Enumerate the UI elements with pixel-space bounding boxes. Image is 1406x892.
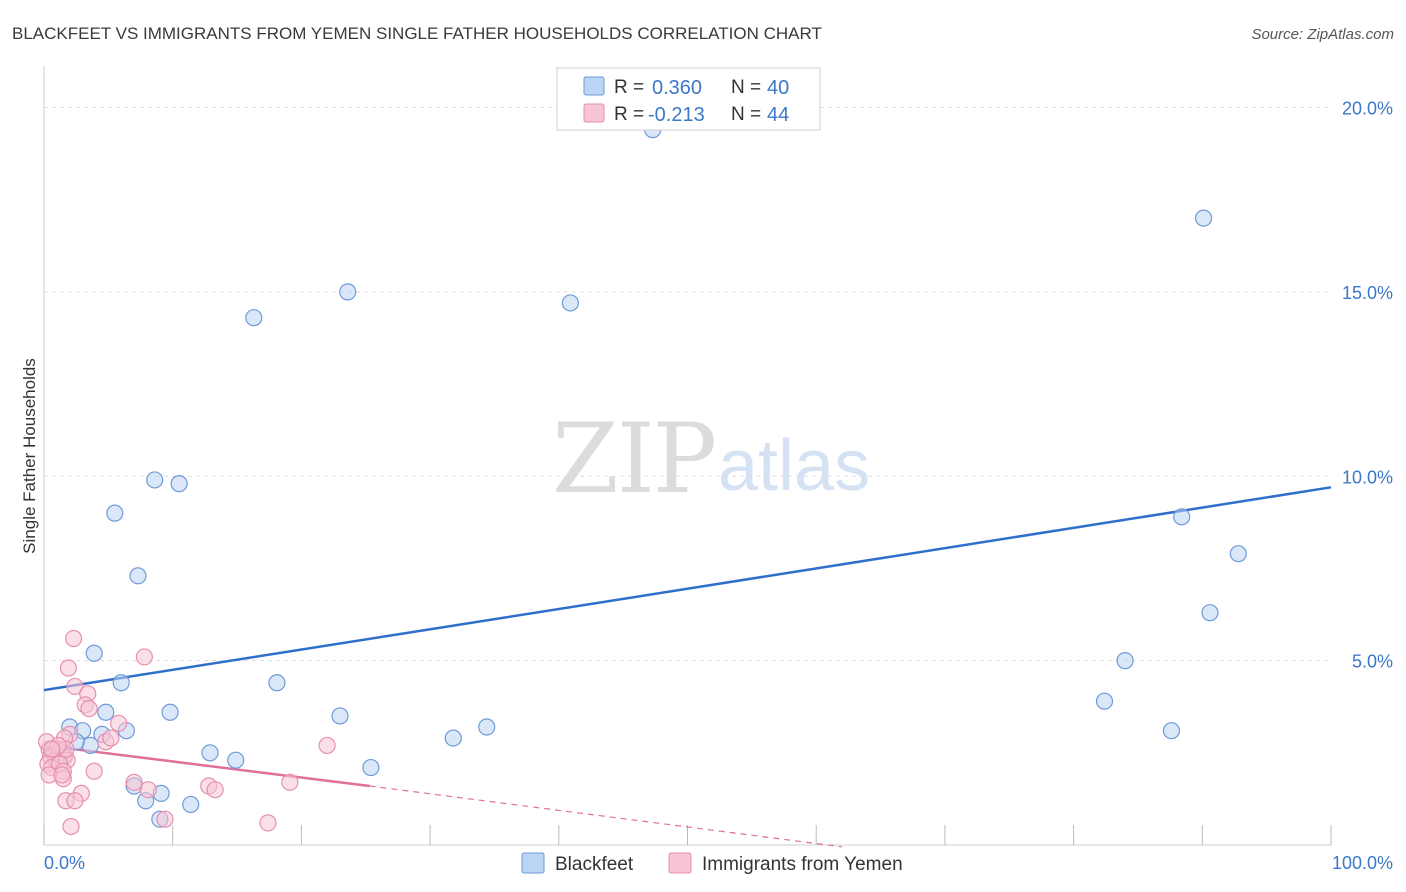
point-yemen [59, 659, 78, 677]
axes [43, 66, 1332, 846]
point-blackfeet [561, 294, 579, 312]
point-blackfeet [182, 795, 200, 814]
point-blackfeet [146, 471, 164, 489]
point-yemen [259, 814, 277, 832]
point-blackfeet [245, 309, 263, 327]
point-blackfeet [1116, 652, 1134, 670]
trend-line-blackfeet [43, 486, 1332, 692]
point-blackfeet [339, 283, 357, 301]
point-yemen [62, 817, 80, 836]
point-yemen [206, 781, 224, 799]
legend-n-label-blackfeet: N = [731, 77, 761, 98]
point-yemen [66, 677, 84, 696]
legend-swatch-blackfeet [583, 76, 605, 96]
point-yemen [281, 773, 299, 791]
point-yemen [85, 762, 103, 780]
y-tick-label: 10.0% [1342, 467, 1393, 487]
gridlines [44, 107, 1331, 662]
y-tick-label: 5.0% [1352, 652, 1393, 672]
point-blackfeet [227, 751, 245, 769]
legend-r-value-yemen: -0.213 [648, 104, 705, 126]
point-blackfeet [85, 644, 103, 662]
point-blackfeet [201, 744, 219, 762]
point-blackfeet [1173, 508, 1191, 526]
point-blackfeet [112, 674, 130, 692]
x-tick-label-min: 0.0% [44, 853, 85, 873]
y-axis-label: Single Father Households [20, 358, 39, 554]
chart-title: BLACKFEET VS IMMIGRANTS FROM YEMEN SINGL… [12, 24, 822, 43]
trend-lines [43, 486, 1332, 848]
point-yemen [102, 729, 120, 747]
point-blackfeet [1095, 692, 1114, 710]
legend-n-value-blackfeet: 40 [767, 77, 789, 99]
point-blackfeet [331, 707, 349, 725]
point-yemen [135, 648, 153, 666]
watermark-atlas: atlas [718, 426, 870, 506]
point-blackfeet [444, 729, 462, 747]
source-label: Source: ZipAtlas.com [1251, 26, 1394, 43]
series-legend: Blackfeet Immigrants from Yemen [521, 852, 903, 875]
point-blackfeet [478, 718, 496, 736]
point-yemen [318, 736, 336, 755]
point-yemen [125, 773, 143, 791]
y-tick-label: 20.0% [1342, 99, 1393, 119]
point-blackfeet [170, 475, 188, 493]
bottom-legend-swatch-yemen [668, 852, 692, 874]
legend-swatch-yemen [583, 103, 605, 123]
y-tick-labels: 5.0% 10.0% 15.0% 20.0% [1342, 99, 1393, 672]
bottom-legend-label-yemen: Immigrants from Yemen [702, 854, 903, 875]
point-blackfeet [97, 703, 115, 721]
legend-n-value-yemen: 44 [767, 104, 789, 126]
trend-line-yemen [43, 744, 370, 788]
point-blackfeet [106, 504, 124, 522]
point-yemen [43, 740, 61, 758]
legend-r-value-blackfeet: 0.360 [652, 77, 702, 99]
point-yemen [53, 766, 71, 784]
point-blackfeet [268, 674, 286, 692]
point-blackfeet [1229, 545, 1247, 563]
legend-r-label-yemen: R = [614, 104, 644, 125]
trend-line-extension-yemen [369, 785, 843, 848]
point-yemen [139, 781, 157, 799]
point-blackfeet [1162, 722, 1181, 740]
legend-n-label-yemen: N = [731, 104, 761, 125]
point-yemen [110, 714, 128, 732]
scatter-points [37, 121, 1247, 836]
point-blackfeet [161, 703, 179, 721]
point-blackfeet [129, 567, 147, 585]
point-yemen [65, 629, 83, 648]
point-blackfeet [362, 758, 380, 777]
point-blackfeet [1194, 209, 1213, 227]
bottom-legend-label-blackfeet: Blackfeet [555, 854, 634, 875]
y-tick-label: 15.0% [1342, 283, 1393, 303]
point-blackfeet [81, 736, 99, 755]
point-blackfeet [1201, 604, 1219, 622]
x-tick-labels: 0.0% 100.0% [44, 853, 1393, 873]
stats-legend: R = 0.360 N = 40 R = -0.213 N = 44 [556, 67, 821, 131]
x-tick-label-max: 100.0% [1332, 853, 1393, 873]
bottom-legend-swatch-blackfeet [521, 852, 545, 874]
point-yemen [66, 792, 84, 810]
watermark-zip: ZIP [552, 403, 715, 515]
point-yemen [156, 810, 174, 828]
legend-r-label-blackfeet: R = [614, 77, 644, 98]
point-yemen [80, 699, 98, 718]
